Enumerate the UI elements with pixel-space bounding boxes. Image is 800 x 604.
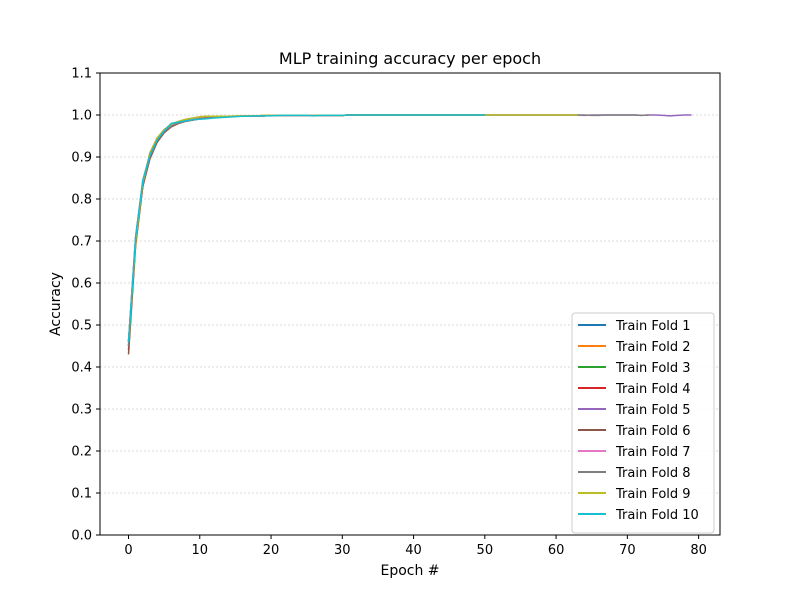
x-tick-label: 20 bbox=[263, 543, 280, 558]
y-tick-label: 1.1 bbox=[71, 67, 92, 82]
legend-label: Train Fold 2 bbox=[615, 340, 691, 355]
series-line-fold-2 bbox=[127, 114, 485, 347]
x-tick-label: 60 bbox=[548, 543, 565, 558]
y-axis-ticks: 0.0 0.1 0.2 0.3 0.4 0.5 0.6 0.7 0.8 0.9 1.0 1.1 bbox=[71, 67, 100, 544]
x-tick-label: 10 bbox=[191, 543, 208, 558]
y-tick-label: 0.8 bbox=[71, 193, 92, 208]
legend-label: Train Fold 1 bbox=[615, 319, 691, 334]
y-tick-label: 0.6 bbox=[71, 277, 92, 292]
x-tick-label: 0 bbox=[124, 543, 132, 558]
y-tick-label: 0.1 bbox=[71, 487, 92, 502]
series-line-fold-1 bbox=[127, 114, 485, 342]
series-line-fold-3 bbox=[127, 114, 485, 342]
legend-label: Train Fold 6 bbox=[615, 424, 691, 439]
legend-label: Train Fold 8 bbox=[615, 466, 691, 481]
plot-frame bbox=[99, 72, 721, 536]
y-tick-label: 0.0 bbox=[71, 529, 92, 544]
x-tick-label: 30 bbox=[334, 543, 351, 558]
x-axis-label: Epoch # bbox=[380, 563, 439, 579]
legend-label: Train Fold 7 bbox=[615, 445, 691, 460]
y-tick-label: 1.0 bbox=[71, 109, 92, 124]
legend-label: Train Fold 9 bbox=[615, 487, 691, 502]
series-lines bbox=[127, 114, 692, 355]
legend-label: Train Fold 3 bbox=[615, 361, 691, 376]
y-axis-label: Accuracy bbox=[48, 272, 64, 336]
legend-label: Train Fold 5 bbox=[615, 403, 691, 418]
series-line-fold-8 bbox=[127, 114, 649, 347]
y-tick-label: 0.5 bbox=[71, 319, 92, 334]
y-tick-label: 0.9 bbox=[71, 151, 92, 166]
legend-box bbox=[571, 312, 715, 534]
series-line-fold-6 bbox=[127, 114, 485, 355]
legend-label: Train Fold 10 bbox=[615, 508, 699, 523]
y-tick-label: 0.2 bbox=[71, 445, 92, 460]
x-tick-label: 70 bbox=[619, 543, 636, 558]
series-line-fold-9 bbox=[127, 114, 578, 342]
y-tick-label: 0.7 bbox=[71, 235, 92, 250]
series-line-fold-10 bbox=[127, 114, 485, 342]
x-axis-ticks: 0 10 20 30 40 50 60 70 80 bbox=[124, 535, 707, 558]
x-tick-label: 40 bbox=[405, 543, 422, 558]
series-line-fold-4 bbox=[127, 114, 485, 351]
series-line-fold-5 bbox=[127, 114, 692, 347]
legend-label: Train Fold 4 bbox=[615, 382, 691, 397]
chart-title: MLP training accuracy per epoch bbox=[279, 49, 541, 68]
y-tick-label: 0.3 bbox=[71, 403, 92, 418]
x-tick-label: 50 bbox=[477, 543, 494, 558]
series-line-fold-7 bbox=[127, 114, 485, 342]
y-tick-label: 0.4 bbox=[71, 361, 92, 376]
x-tick-label: 80 bbox=[690, 543, 707, 558]
legend: Train Fold 1 Train Fold 2 Train Fold 3 Trai… bbox=[571, 312, 715, 534]
